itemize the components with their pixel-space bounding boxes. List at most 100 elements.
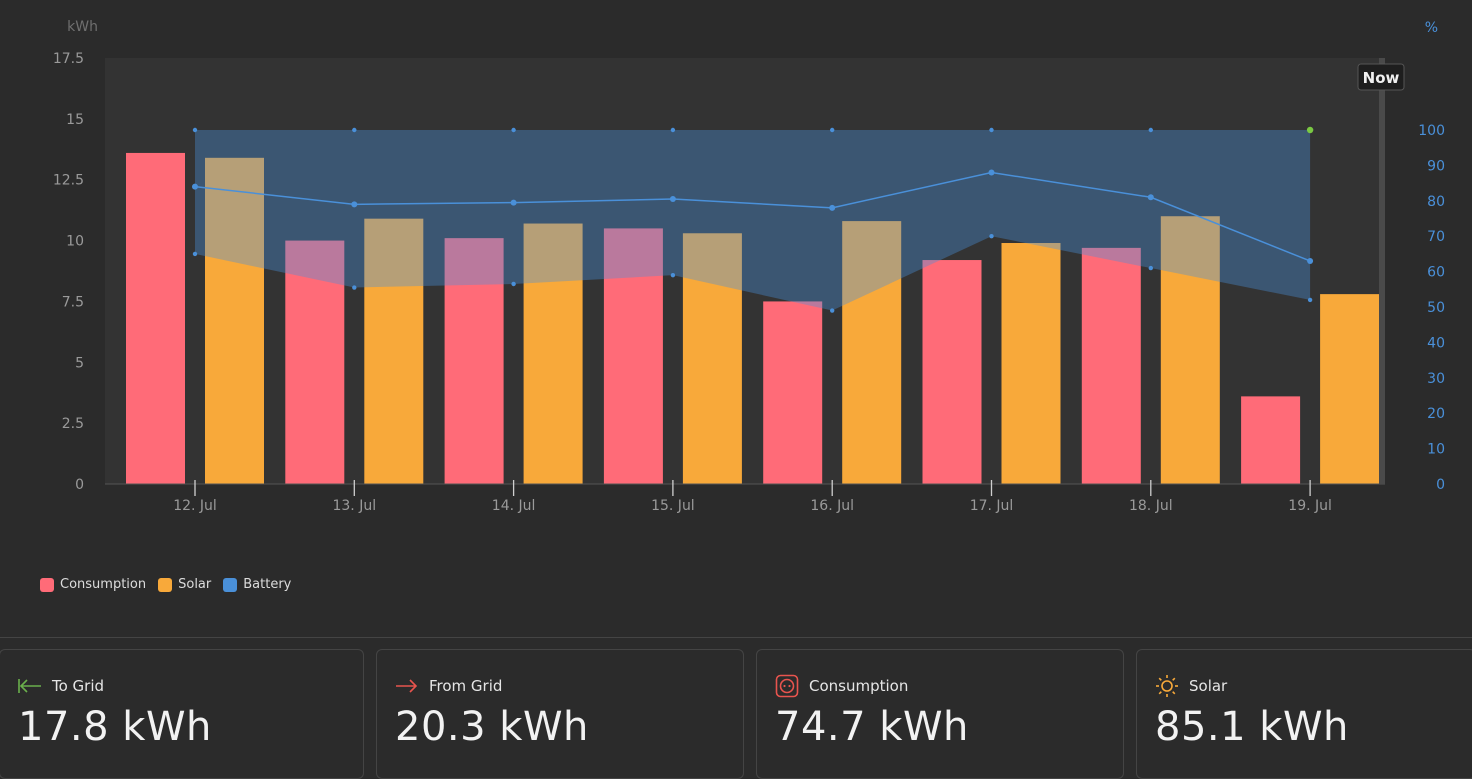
right-tick-label: 70 — [1427, 229, 1445, 245]
solar-bar — [364, 218, 424, 485]
battery-min-point — [511, 281, 516, 287]
right-tick-label: 20 — [1427, 406, 1445, 422]
battery-min-point — [989, 234, 994, 239]
x-tick-label: 15. Jul — [651, 498, 695, 514]
card-solar: Solar 85.1 kWh — [1136, 649, 1472, 779]
battery-average-point — [510, 199, 517, 206]
legend-label-consumption: Consumption — [60, 577, 147, 592]
x-tick-label: 18. Jul — [1129, 498, 1173, 514]
legend-label-solar: Solar — [178, 577, 212, 592]
left-tick-label: 17.5 — [53, 51, 84, 67]
left-tick-label: 12.5 — [53, 173, 84, 189]
card-title-solar: Solar — [1155, 674, 1227, 698]
left-tick-label: 0 — [75, 477, 84, 493]
x-tick-label: 13. Jul — [332, 498, 376, 514]
x-tick-label: 17. Jul — [970, 498, 1014, 514]
battery-max-point — [192, 127, 198, 133]
now-indicator-line — [1379, 58, 1385, 484]
arrow-right-icon — [395, 674, 419, 698]
battery-average-point — [192, 183, 198, 190]
right-axis-unit: % — [1425, 20, 1438, 36]
card-label-consumption: Consumption — [809, 677, 909, 695]
right-tick-label: 0 — [1436, 477, 1445, 493]
left-tick-label: 2.5 — [62, 416, 84, 432]
legend-swatch-consumption — [40, 577, 54, 592]
socket-icon — [775, 674, 799, 698]
x-tick-label: 16. Jul — [810, 498, 854, 514]
card-to-grid: To Grid 17.8 kWh — [0, 649, 364, 779]
card-title-from-grid: From Grid — [395, 674, 502, 698]
right-tick-label: 50 — [1427, 300, 1445, 316]
arrow-left-icon — [18, 674, 42, 698]
x-tick-label: 19. Jul — [1288, 498, 1332, 514]
battery-average-point — [988, 169, 995, 176]
battery-average-point — [351, 201, 358, 208]
consumption-bar — [1241, 396, 1301, 484]
card-value-from-grid: 20.3 kWh — [395, 704, 589, 750]
solar-bar — [523, 223, 583, 484]
battery-average-line — [194, 171, 1311, 262]
now-label: Now — [1363, 69, 1400, 87]
battery-average-point — [829, 204, 836, 211]
solar-bar — [1001, 243, 1061, 484]
x-tick-label: 12. Jul — [173, 498, 217, 514]
battery-min-point — [352, 285, 357, 290]
consumption-bar — [763, 301, 823, 484]
battery-min-point — [1148, 265, 1154, 271]
battery-max-point — [670, 127, 676, 133]
battery-max-point — [989, 127, 994, 133]
energy-chart: kWh % 0 2.5 5 7.5 10 12.5 15 17.5 0 10 20 30 40 50 60 70 8… — [53, 19, 1445, 514]
battery-max-point — [511, 127, 516, 133]
consumption-bar — [1081, 247, 1141, 484]
battery-average-point — [1307, 257, 1314, 264]
battery-max-point — [830, 127, 835, 133]
legend-item-consumption[interactable]: Consumption — [40, 577, 146, 592]
solar-bar — [1160, 216, 1220, 484]
now-label-box — [1357, 63, 1405, 91]
consumption-bar — [603, 228, 663, 484]
left-tick-label: 7.5 — [62, 294, 84, 310]
left-tick-label: 5 — [75, 355, 84, 371]
battery-range-band — [195, 130, 1311, 311]
legend-item-solar[interactable]: Solar — [158, 577, 211, 592]
card-consumption: Consumption 74.7 kWh — [756, 649, 1124, 779]
card-value-consumption: 74.7 kWh — [775, 704, 969, 750]
consumption-bar — [444, 238, 504, 484]
right-tick-label: 100 — [1418, 123, 1445, 139]
card-from-grid: From Grid 20.3 kWh — [376, 649, 744, 779]
card-label-to-grid: To Grid — [52, 677, 105, 695]
consumption-bar — [922, 260, 982, 484]
battery-min-point — [192, 251, 198, 257]
card-value-solar: 85.1 kWh — [1155, 704, 1349, 750]
solar-bar — [842, 221, 902, 484]
sun-icon — [1155, 674, 1179, 698]
left-tick-label: 10 — [66, 234, 84, 250]
x-tick-label: 14. Jul — [492, 498, 536, 514]
battery-min-point — [670, 272, 676, 278]
section-divider — [0, 637, 1472, 638]
card-value-to-grid: 17.8 kWh — [18, 704, 212, 750]
card-title-to-grid: To Grid — [18, 674, 104, 698]
left-axis-unit: kWh — [67, 19, 98, 35]
legend-item-battery[interactable]: Battery — [223, 577, 291, 592]
battery-average-point — [669, 196, 676, 203]
battery-average-point — [1147, 194, 1154, 201]
card-title-consumption: Consumption — [775, 674, 908, 698]
battery-max-point — [352, 127, 357, 133]
consumption-bar — [285, 240, 345, 484]
right-tick-label: 90 — [1427, 158, 1445, 174]
left-tick-label: 15 — [66, 112, 84, 128]
chart-legend: Consumption Solar Battery — [40, 577, 291, 592]
right-tick-label: 40 — [1427, 335, 1445, 351]
legend-label-battery: Battery — [243, 577, 292, 592]
battery-max-point — [1148, 127, 1154, 133]
battery-max-point — [1306, 126, 1314, 134]
right-tick-label: 80 — [1427, 194, 1445, 210]
battery-min-point — [830, 308, 835, 313]
card-label-from-grid: From Grid — [429, 677, 503, 695]
right-tick-label: 60 — [1427, 265, 1445, 281]
battery-min-point — [1307, 297, 1313, 303]
legend-swatch-solar — [158, 577, 173, 592]
legend-swatch-battery — [223, 577, 238, 592]
card-label-solar: Solar — [1189, 677, 1228, 695]
